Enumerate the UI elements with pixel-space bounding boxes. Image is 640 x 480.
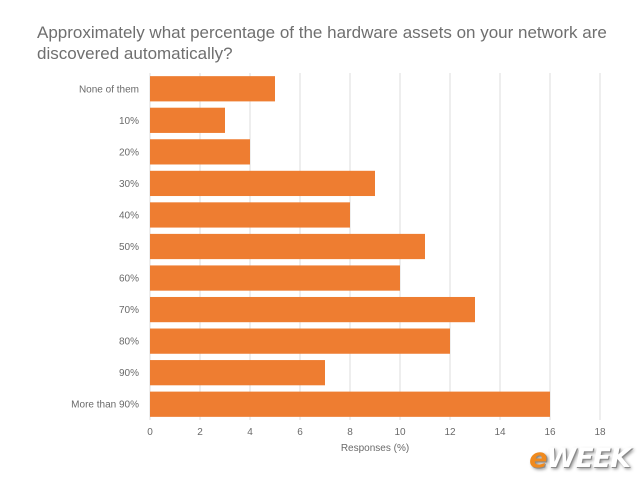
x-tick-label: 18	[594, 427, 606, 438]
bar	[150, 202, 350, 228]
x-tick-labels: 0 2 4 6 8 10 12 14 16 18	[147, 427, 606, 438]
x-tick-label: 6	[297, 427, 303, 438]
x-tick-label: 10	[394, 427, 406, 438]
eweek-logo: eWEEK	[529, 443, 631, 474]
x-tick-label: 4	[247, 427, 253, 438]
x-axis-title: Responses (%)	[341, 443, 409, 454]
bar	[150, 360, 325, 386]
bar	[150, 296, 475, 323]
category-label: 40%	[119, 210, 139, 221]
bar	[150, 76, 275, 102]
x-tick-label: 12	[444, 427, 456, 438]
category-label: 70%	[119, 305, 139, 316]
category-label: 30%	[119, 179, 139, 190]
category-labels: None of them 10% 20% 30% 40% 50% 60% 70% 80% 90% M…	[71, 84, 139, 410]
category-label: None of them	[79, 84, 139, 95]
category-label: More than 90%	[71, 400, 139, 411]
category-label: 20%	[119, 147, 139, 158]
x-tick-label: 14	[494, 427, 506, 438]
bar	[150, 170, 375, 197]
category-label: 60%	[119, 274, 139, 285]
bar	[150, 265, 400, 291]
bars	[150, 76, 550, 417]
bar	[150, 107, 225, 133]
x-tick-label: 8	[347, 427, 353, 438]
bar	[150, 139, 250, 165]
category-label: 10%	[119, 116, 139, 127]
x-tick-label: 2	[197, 427, 203, 438]
bar	[150, 233, 425, 260]
x-tick-label: 16	[544, 427, 556, 438]
category-label: 80%	[119, 337, 139, 348]
category-label: 50%	[119, 242, 139, 253]
bar	[150, 391, 550, 417]
category-label: 90%	[119, 368, 139, 379]
x-tick-label: 0	[147, 427, 153, 438]
chart-title: Approximately what percentage of the har…	[37, 23, 607, 63]
bar	[150, 328, 450, 354]
